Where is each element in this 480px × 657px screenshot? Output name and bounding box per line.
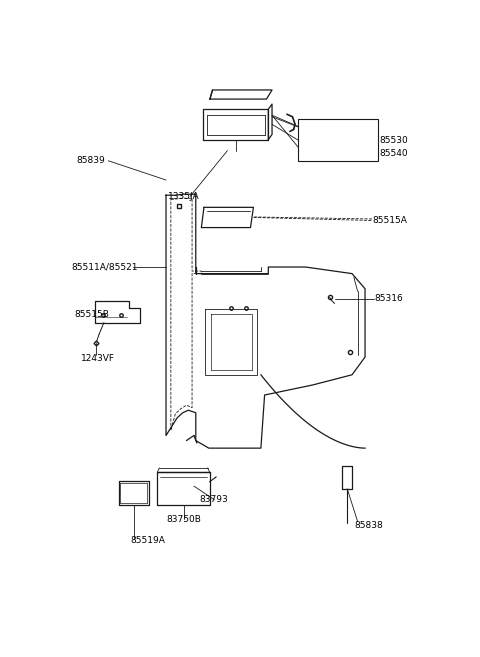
- Text: 85839: 85839: [77, 156, 106, 166]
- Text: 1243VF: 1243VF: [81, 353, 114, 363]
- Text: 85538: 85538: [319, 136, 348, 145]
- Text: 85511A/85521: 85511A/85521: [71, 263, 138, 271]
- Text: 85838: 85838: [355, 520, 384, 530]
- Text: 85540: 85540: [379, 149, 408, 158]
- Bar: [298, 120, 378, 161]
- Text: 85515A: 85515A: [372, 216, 408, 225]
- Text: 85515B: 85515B: [74, 309, 109, 319]
- Text: 1335JA: 1335JA: [168, 192, 200, 200]
- Text: 83750B: 83750B: [166, 516, 201, 524]
- Text: 85316: 85316: [374, 294, 403, 304]
- Text: 85539: 85539: [319, 121, 348, 130]
- Text: 85530: 85530: [379, 136, 408, 145]
- Text: 85519A: 85519A: [130, 535, 165, 545]
- Text: 83793: 83793: [200, 495, 228, 504]
- Text: 85548: 85548: [319, 149, 347, 158]
